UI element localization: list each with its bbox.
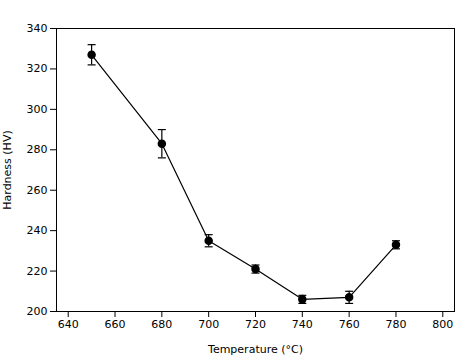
svg-text:240: 240 bbox=[27, 224, 48, 237]
svg-text:720: 720 bbox=[245, 318, 266, 331]
svg-text:740: 740 bbox=[292, 318, 313, 331]
svg-text:680: 680 bbox=[151, 318, 172, 331]
svg-text:260: 260 bbox=[27, 184, 48, 197]
svg-text:700: 700 bbox=[198, 318, 219, 331]
svg-text:340: 340 bbox=[27, 22, 48, 35]
svg-text:800: 800 bbox=[432, 318, 453, 331]
svg-text:760: 760 bbox=[339, 318, 360, 331]
svg-text:220: 220 bbox=[27, 265, 48, 278]
svg-text:660: 660 bbox=[105, 318, 126, 331]
svg-text:780: 780 bbox=[385, 318, 406, 331]
svg-text:Temperature (°C): Temperature (°C) bbox=[207, 343, 303, 355]
svg-text:280: 280 bbox=[27, 143, 48, 156]
svg-text:300: 300 bbox=[27, 103, 48, 116]
svg-text:Hardness (HV): Hardness (HV) bbox=[1, 130, 14, 209]
svg-text:640: 640 bbox=[58, 318, 79, 331]
svg-text:320: 320 bbox=[27, 62, 48, 75]
svg-text:200: 200 bbox=[27, 305, 48, 318]
